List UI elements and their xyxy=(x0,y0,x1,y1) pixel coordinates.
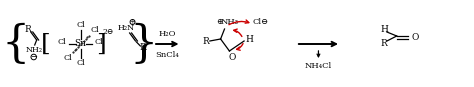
Text: O: O xyxy=(228,54,236,62)
Text: H₂O: H₂O xyxy=(158,30,175,38)
Text: NH₂: NH₂ xyxy=(25,46,42,54)
Text: Cl: Cl xyxy=(58,38,66,46)
Text: ]: ] xyxy=(96,33,106,56)
Text: }: } xyxy=(129,22,157,66)
Text: Cl: Cl xyxy=(95,38,104,46)
Text: Cl: Cl xyxy=(64,54,73,62)
Text: R: R xyxy=(202,37,210,46)
Text: NH₄Cl: NH₄Cl xyxy=(305,62,332,70)
Text: H₂N: H₂N xyxy=(117,24,134,32)
Text: NH₃: NH₃ xyxy=(220,18,238,26)
Text: R: R xyxy=(139,44,146,52)
Text: Cl: Cl xyxy=(76,21,85,29)
Text: 2⊖: 2⊖ xyxy=(102,28,114,36)
Text: H: H xyxy=(380,25,388,33)
Text: Cl: Cl xyxy=(90,26,99,34)
Text: −: − xyxy=(30,53,37,61)
Text: R: R xyxy=(381,39,387,48)
Text: Cl: Cl xyxy=(76,59,85,67)
Text: H: H xyxy=(245,35,253,44)
Text: R: R xyxy=(25,25,31,33)
Text: SnCl₄: SnCl₄ xyxy=(155,51,179,59)
Text: O: O xyxy=(411,33,419,41)
Text: {: { xyxy=(1,22,29,66)
Text: [: [ xyxy=(41,33,50,56)
Text: Cl⊖: Cl⊖ xyxy=(253,18,269,26)
Text: ⊕: ⊕ xyxy=(217,18,223,26)
Text: +: + xyxy=(130,18,136,26)
Text: Sn: Sn xyxy=(75,39,87,48)
